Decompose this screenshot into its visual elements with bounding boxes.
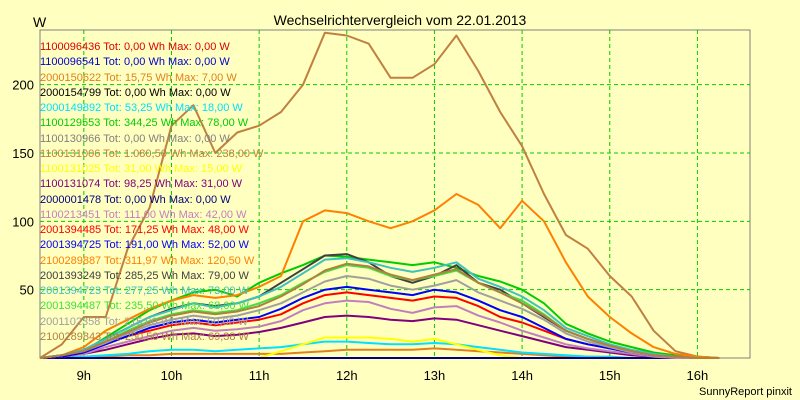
legend-entry: 2001102358 Tot: 215,00 Wh Max: 60,00 W (40, 315, 249, 328)
legend-entry: 1100213451 Tot: 111,00 Wh Max: 42,00 W (40, 208, 247, 221)
x-tick-label: 9h (77, 368, 91, 383)
legend: 1100096436 Tot: 0,00 Wh Max: 0,00 W 11000… (40, 40, 263, 345)
legend-entry: 1100131006 Tot: 1.080,50 Wh Max: 238,00 … (40, 147, 264, 160)
series-line (39, 31, 720, 359)
x-tick-label: 11h (249, 368, 270, 383)
series-line (39, 299, 720, 359)
footer-brand: SunnyReport pinxit (699, 386, 792, 398)
series-line (39, 275, 720, 359)
legend-entry: 2001394487 Tot: 235,50 Wh Max: 68,00 W (40, 300, 249, 313)
legend-entry: 2000149892 Tot: 53,25 Wh Max: 18,00 W (40, 102, 243, 114)
series-lines (39, 31, 720, 359)
x-tick-label: 10h (161, 368, 183, 383)
legend-entry: 2100289843 Tot: 250,50 Wh Max: 69,38 W (40, 330, 249, 343)
series-line (39, 193, 720, 359)
chart-title: Wechselrichtervergleich vom 22.01.2013 (273, 12, 527, 28)
y-axis-unit: W (33, 14, 47, 30)
legend-entry: 2001394485 Tot: 171,25 Wh Max: 48,00 W (40, 224, 249, 236)
legend-entry: 1100131074 Tot: 98,25 Wh Max: 31,00 W (40, 178, 243, 191)
legend-entry: 2100289887 Tot: 311,97 Wh Max: 120,50 W (40, 254, 255, 267)
y-tick-label: 50 (20, 283, 34, 298)
x-tick-label: 12h (336, 368, 358, 383)
y-tick-label: 100 (12, 214, 34, 229)
legend-entry: 1100096541 Tot: 0,00 Wh Max: 0,00 W (40, 56, 230, 69)
series-line (39, 257, 720, 359)
series-line (39, 262, 720, 359)
x-tick-label: 14h (511, 368, 533, 383)
y-tick-label: 150 (12, 146, 34, 161)
legend-entry: 1100130966 Tot: 0,00 Wh Max: 0,00 W (40, 132, 230, 145)
legend-entry: 1100131025 Tot: 31,00 Wh Max: 15,00 W (40, 163, 243, 175)
y-tick-label: 200 (12, 78, 34, 93)
axis-ticks: 9h 10h 11h 12h 13h 14h 15h 16h 50 100 150 200 (12, 78, 708, 383)
legend-entry: 1100129553 Tot: 344,25 Wh Max: 78,00 W (40, 117, 249, 130)
x-tick-label: 15h (599, 368, 621, 383)
legend-entry: 2001394723 Tot: 277,25 Wh Max: 73,00 W (40, 285, 249, 297)
series-line (40, 340, 720, 359)
series-line (39, 254, 720, 359)
legend-entry: 1100096436 Tot: 0,00 Wh Max: 0,00 W (40, 41, 230, 53)
legend-entry: 2001394725 Tot: 191,00 Wh Max: 52,00 W (40, 239, 249, 252)
legend-entry: 2001393249 Tot: 285,25 Wh Max: 79,00 W (40, 269, 249, 282)
x-tick-label: 16h (687, 368, 709, 383)
x-tick-label: 13h (424, 368, 446, 383)
series-line (39, 314, 720, 359)
legend-entry: 2000001478 Tot: 0,00 Wh Max: 0,00 W (40, 193, 231, 206)
series-line (39, 285, 720, 359)
legend-entry: 2000154799 Tot: 0,00 Wh Max: 0,00 W (40, 86, 231, 99)
legend-entry: 2000150622 Tot: 15,75 Wh Max: 7,00 W (40, 71, 237, 84)
